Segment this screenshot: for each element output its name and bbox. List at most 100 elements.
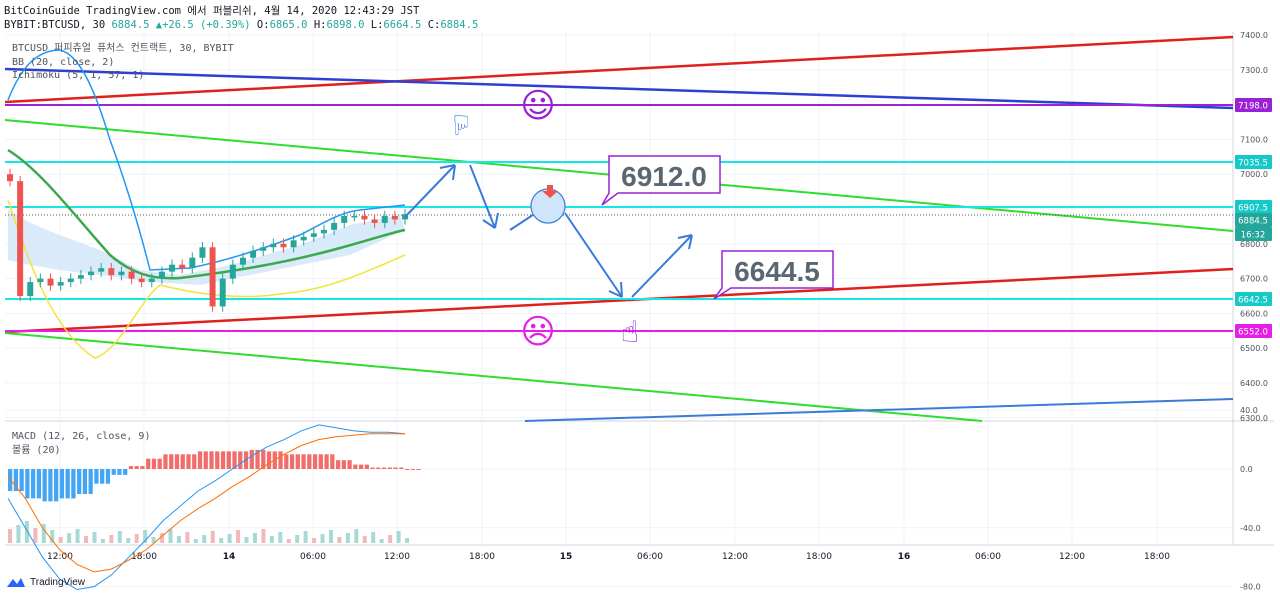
candle-body: [260, 247, 267, 251]
candle-body: [67, 278, 74, 283]
price-tick-label: 6800.0: [1240, 240, 1268, 249]
candle-body: [128, 271, 135, 279]
chart-header: BitCoinGuide TradingView.com 에서 퍼블리쉬, 4월…: [4, 4, 478, 32]
volume-bar: [303, 531, 308, 543]
macd-histogram-bar: [59, 469, 65, 499]
volume-bar: [109, 535, 114, 543]
hand-pointer-up-icon: ☝: [452, 108, 469, 141]
macd-histogram-bar: [151, 458, 157, 469]
time-axis: 12:00 18:00 14 06:00 12:00 18:00 15 06:00 12:00 1…: [47, 552, 1170, 562]
macd-histogram-bar: [324, 454, 329, 469]
price-tag-label: 6884.5: [1238, 217, 1268, 227]
macd-histogram-bar: [376, 467, 381, 469]
volume-bar: [337, 537, 342, 543]
volume-bar: [210, 531, 215, 543]
candle-body: [199, 247, 206, 258]
callout-6912[interactable]: 6912.0: [601, 155, 721, 206]
candle-body: [270, 243, 277, 248]
volume-bar: [126, 538, 131, 543]
candle-body: [189, 257, 196, 269]
volume-bar: [50, 530, 55, 543]
candle-body: [118, 271, 125, 276]
price-tick-label: 7000.0: [1240, 170, 1268, 179]
callout-6644[interactable]: 6644.5: [713, 250, 834, 300]
macd-histogram-bar: [146, 458, 151, 469]
blue-trendline: [4, 67, 1234, 110]
macd-histogram-bar: [117, 469, 122, 475]
macd-histogram-bar: [48, 469, 53, 502]
price-tag: [1235, 98, 1272, 112]
macd-histogram-bar: [387, 467, 392, 469]
volume-bar: [100, 539, 105, 543]
tradingview-logo[interactable]: TradingView: [6, 576, 85, 588]
candle-body: [239, 257, 246, 265]
macd-histogram-bar: [203, 451, 208, 469]
candle-body: [169, 264, 176, 272]
volume-bar: [295, 535, 300, 543]
macd-histogram-bar: [19, 469, 24, 492]
price-tags: 7198.0 7035.5 6907.5 6884.5 16:32 6642.5 6552.…: [1235, 98, 1272, 338]
tradingview-logo-text: TradingView: [30, 576, 86, 588]
macd-histogram-bar: [341, 460, 346, 469]
macd-histogram-bar: [318, 454, 323, 469]
macd-histogram-bar: [353, 464, 358, 469]
price-tag-label: 6907.5: [1238, 204, 1268, 214]
macd-histogram-bar: [13, 469, 19, 492]
candle-body: [7, 174, 13, 182]
macd-histogram-bar: [123, 469, 128, 475]
macd-histogram-bar: [289, 454, 295, 469]
candle-body: [37, 278, 44, 283]
bb-upper-curve: [7, 49, 406, 271]
time-tick-label: 12:00: [47, 552, 73, 562]
candle-body: [331, 222, 338, 230]
candles: [7, 168, 408, 312]
tradingview-logo-icon: [7, 578, 25, 587]
volume-bar: [354, 529, 359, 543]
time-tick-label: 16: [898, 552, 911, 562]
price-tag: [1235, 155, 1272, 169]
candle-body: [300, 236, 307, 241]
volume-bar: [236, 530, 241, 543]
volume-bar: [117, 531, 122, 543]
publish-line: BitCoinGuide TradingView.com 에서 퍼블리쉬, 4월…: [4, 5, 420, 17]
blue-trendline-lower: [524, 398, 1234, 422]
volume-bar: [202, 535, 207, 543]
macd-histogram-bar: [295, 454, 300, 469]
macd-histogram-bar: [192, 454, 197, 469]
macd-histogram-bar: [416, 469, 421, 470]
candle-body: [219, 278, 226, 307]
volume-bar: [8, 529, 12, 543]
macd-histogram: [8, 449, 421, 502]
time-tick-label: 12:00: [384, 552, 410, 562]
candle-body: [108, 268, 115, 276]
price-tag-label: 7035.5: [1238, 159, 1268, 169]
volume-bar: [16, 525, 21, 543]
macd-histogram-bar: [100, 469, 105, 484]
volume-bar: [143, 530, 148, 543]
legend-title: BTCUSD 퍼피츄얼 퓨처스 컨트랙트, 30, BYBIT: [12, 42, 234, 54]
main-pane[interactable]: [5, 32, 1233, 420]
candle-body: [158, 271, 165, 279]
macd-histogram-bar: [42, 469, 47, 502]
volume-bar: [345, 533, 350, 543]
macd-tick-label: -80.0: [1240, 583, 1261, 592]
volume-bar: [219, 538, 224, 543]
price-tag: [1235, 200, 1272, 214]
candle-body: [310, 233, 317, 237]
candle-body: [77, 275, 84, 279]
macd-histogram-bar: [82, 469, 88, 494]
macd-histogram-bar: [405, 469, 410, 470]
price-tick-label: 7300.0: [1240, 66, 1268, 75]
time-tick-label: 12:00: [1059, 552, 1085, 562]
macd-histogram-bar: [71, 469, 76, 499]
signal-line: [7, 433, 405, 573]
hand-pointer-down-icon: ☝: [621, 315, 639, 350]
volume-bar: [160, 533, 165, 543]
macd-tick-label: 40.0: [1240, 406, 1258, 415]
candle-body: [148, 278, 155, 283]
red-trendline-top: [4, 35, 1234, 104]
volume-bar: [405, 538, 409, 543]
macd-histogram-bar: [186, 454, 191, 469]
time-tick-label: 18:00: [1144, 552, 1170, 562]
